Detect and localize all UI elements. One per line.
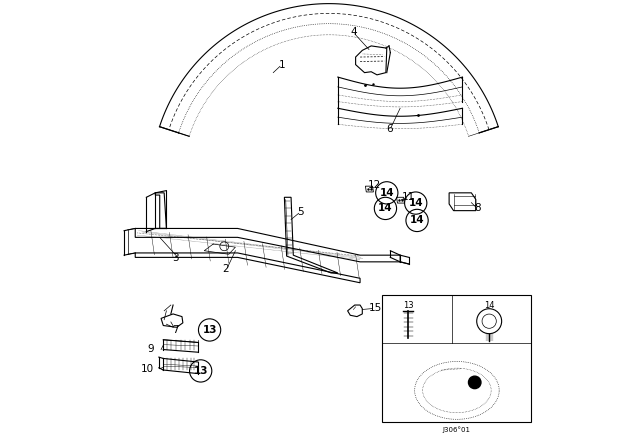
Text: 13: 13 [202,325,217,335]
Text: 6: 6 [387,124,393,134]
Text: J306°01: J306°01 [443,427,471,434]
Text: 13: 13 [403,301,413,310]
Text: 15: 15 [369,303,382,313]
Text: 13: 13 [193,366,208,376]
Text: 8: 8 [475,203,481,213]
Text: 14: 14 [410,215,424,225]
Text: 9: 9 [147,344,154,353]
Bar [382,295,531,422]
Text: 14: 14 [380,188,394,198]
Text: 4: 4 [350,27,356,37]
Text: 7: 7 [172,324,179,335]
Text: 14: 14 [378,203,393,213]
Text: 14: 14 [408,198,423,208]
Text: 5: 5 [297,207,304,216]
Text: 2: 2 [222,264,229,275]
Text: 1: 1 [279,60,285,69]
Text: 12: 12 [368,180,381,190]
Text: 10: 10 [141,364,154,374]
Circle shape [468,376,481,388]
Text: 14: 14 [484,301,495,310]
Text: 11: 11 [401,192,415,202]
Text: 3: 3 [172,253,179,263]
